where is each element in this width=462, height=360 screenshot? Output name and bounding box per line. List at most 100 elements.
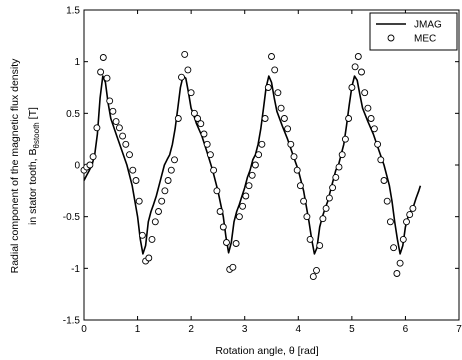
data-point (109, 107, 117, 115)
data-point (364, 104, 372, 112)
series-line-jmag (83, 75, 422, 255)
data-point (338, 151, 346, 159)
data-point (386, 218, 394, 226)
x-tick-label: 7 (456, 324, 462, 335)
data-point (155, 208, 162, 215)
data-point (284, 125, 292, 133)
legend-label: MEC (414, 34, 436, 45)
plot-frame (83, 9, 460, 321)
data-point (213, 187, 221, 195)
y-axis-label-line1: Radial component of the magnetic flux de… (9, 58, 21, 274)
data-point (377, 156, 385, 164)
data-point (258, 140, 266, 148)
data-point (167, 166, 175, 174)
data-point (126, 151, 133, 159)
svg-text:in stator tooth, Bθstooth [T]: in stator tooth, Bθstooth [T] (27, 107, 41, 225)
data-point (232, 240, 240, 247)
data-point (351, 63, 359, 71)
x-axis-label: Rotation angle, θ [rad] (215, 345, 318, 357)
x-tick-label: 3 (242, 324, 248, 335)
data-point (210, 166, 218, 174)
data-point (248, 171, 256, 179)
data-point (303, 213, 311, 221)
data-point (223, 239, 230, 246)
data-point (287, 140, 295, 148)
data-point (403, 218, 410, 226)
y-tick-label: -1 (71, 264, 80, 275)
data-point (354, 53, 362, 60)
data-point (151, 218, 159, 226)
data-point (367, 115, 375, 122)
x-tick-label: 6 (403, 324, 409, 335)
data-point (390, 244, 398, 252)
data-point (194, 115, 202, 122)
data-point (138, 231, 146, 239)
data-point (296, 182, 304, 190)
data-point (184, 66, 192, 74)
data-point (322, 204, 330, 212)
x-tick-label: 1 (135, 324, 141, 335)
y-tick-label: 0.5 (66, 109, 80, 120)
data-point (174, 115, 182, 122)
y-tick-label: 1.5 (66, 6, 80, 17)
legend-circle-icon (387, 34, 395, 42)
x-tick-label: 0 (81, 324, 87, 335)
data-point (190, 109, 198, 117)
data-point (181, 50, 189, 58)
data-point (329, 184, 337, 192)
data-point (99, 54, 107, 61)
data-point (148, 235, 156, 243)
legend-box (369, 12, 458, 51)
data-point (348, 84, 356, 91)
data-point (332, 173, 340, 181)
x-tick-label: 4 (296, 324, 302, 335)
data-point (245, 182, 253, 190)
data-point (271, 66, 279, 74)
data-point (313, 266, 320, 274)
data-point (345, 115, 353, 122)
data-point (106, 97, 114, 105)
data-point (97, 68, 105, 76)
data-point (178, 73, 185, 81)
y-axis-label-subscript: θstooth (32, 122, 41, 148)
data-point (335, 163, 343, 171)
y-tick-label: 1 (74, 57, 80, 68)
data-point (268, 53, 275, 60)
data-point (274, 89, 282, 97)
legend-label: JMAG (414, 20, 442, 31)
data-point (361, 89, 369, 97)
data-point (290, 153, 298, 161)
data-point (309, 273, 317, 281)
data-point (306, 235, 314, 243)
data-point (242, 192, 250, 200)
data-point (158, 197, 166, 205)
data-point (145, 254, 153, 262)
axes: 0 1 2 3 4 5 6 7 -1.5 -1 -0.5 0 0.5 1 1.5 (63, 6, 462, 336)
data-point (374, 140, 382, 148)
data-point (277, 104, 285, 112)
y-tick-label: -0.5 (63, 212, 81, 223)
data-point (219, 223, 227, 231)
data-point (325, 194, 333, 202)
y-axis-label-line2-prefix: in stator tooth, B (27, 148, 39, 224)
data-point (171, 156, 178, 164)
data-point (239, 202, 247, 210)
data-point (251, 161, 259, 169)
data-point (86, 161, 94, 169)
data-point (122, 140, 130, 148)
data-point (383, 197, 391, 205)
data-point (164, 177, 172, 184)
data-point (399, 235, 407, 243)
data-point (358, 68, 365, 76)
data-point (341, 135, 349, 143)
series-layer (80, 50, 422, 281)
data-point (93, 124, 101, 132)
data-point (370, 125, 378, 133)
data-point (229, 263, 237, 271)
data-point (129, 166, 137, 174)
data-point (264, 84, 272, 91)
plot-area (83, 9, 460, 321)
data-point (409, 204, 417, 212)
y-axis-label-2: in stator tooth, Bθstooth [T] (27, 107, 41, 225)
